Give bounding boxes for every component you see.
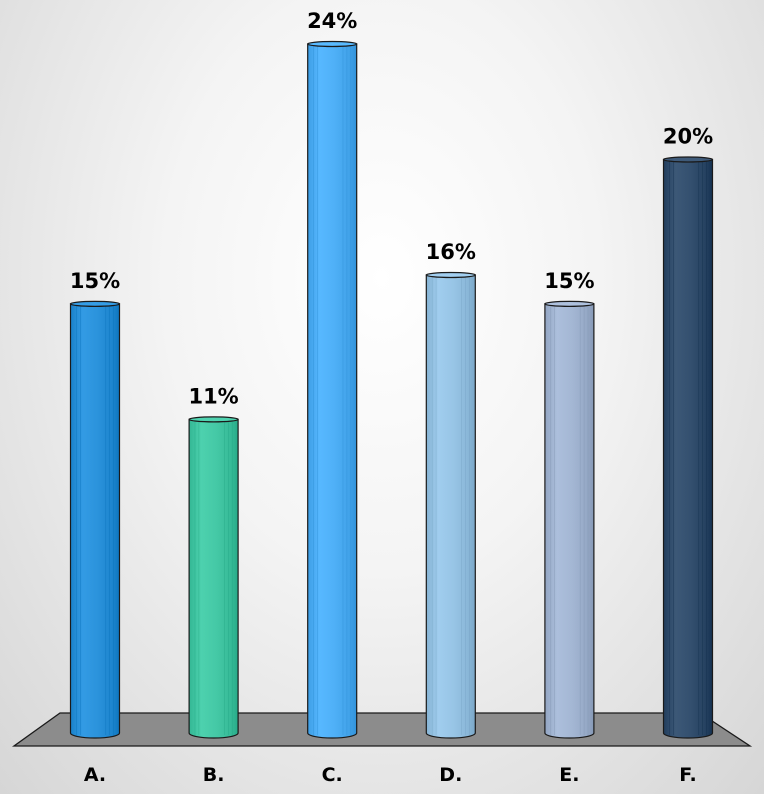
bar-f xyxy=(662,156,714,739)
bar-body xyxy=(69,303,121,739)
bar-b xyxy=(188,416,239,739)
bar-d xyxy=(425,271,476,739)
bar-top-cap xyxy=(188,416,239,423)
category-labels-layer: A. B. C. D. E. F. xyxy=(84,764,697,786)
bar-top-cap xyxy=(544,300,595,307)
value-labels-layer: 15% 11% 24% 16% 15% 20% xyxy=(70,9,713,408)
value-label: 16% xyxy=(426,240,476,264)
value-label: 20% xyxy=(663,125,713,149)
bar-top-cap xyxy=(662,156,714,163)
category-label: A. xyxy=(84,764,106,786)
bar-body xyxy=(662,158,714,739)
bar-body xyxy=(307,43,358,739)
bar-top-cap xyxy=(425,271,476,279)
value-label: 11% xyxy=(188,384,238,408)
value-label: 15% xyxy=(544,269,594,293)
category-label: E. xyxy=(559,764,579,786)
bar-e xyxy=(544,300,595,739)
bar-a xyxy=(69,300,121,739)
bars-layer xyxy=(69,40,714,739)
chart-floor xyxy=(11,712,753,747)
category-label: B. xyxy=(203,764,225,786)
category-label: D. xyxy=(439,764,462,786)
category-label: C. xyxy=(322,764,343,786)
bar-c xyxy=(307,40,358,739)
bar-body xyxy=(425,274,476,739)
bar-body xyxy=(188,418,239,739)
bar-top-cap xyxy=(69,300,121,307)
bar-body xyxy=(544,303,595,739)
value-label: 24% xyxy=(307,9,357,33)
value-label: 15% xyxy=(70,269,120,293)
bar-top-cap xyxy=(307,40,358,48)
category-label: F. xyxy=(679,764,696,786)
